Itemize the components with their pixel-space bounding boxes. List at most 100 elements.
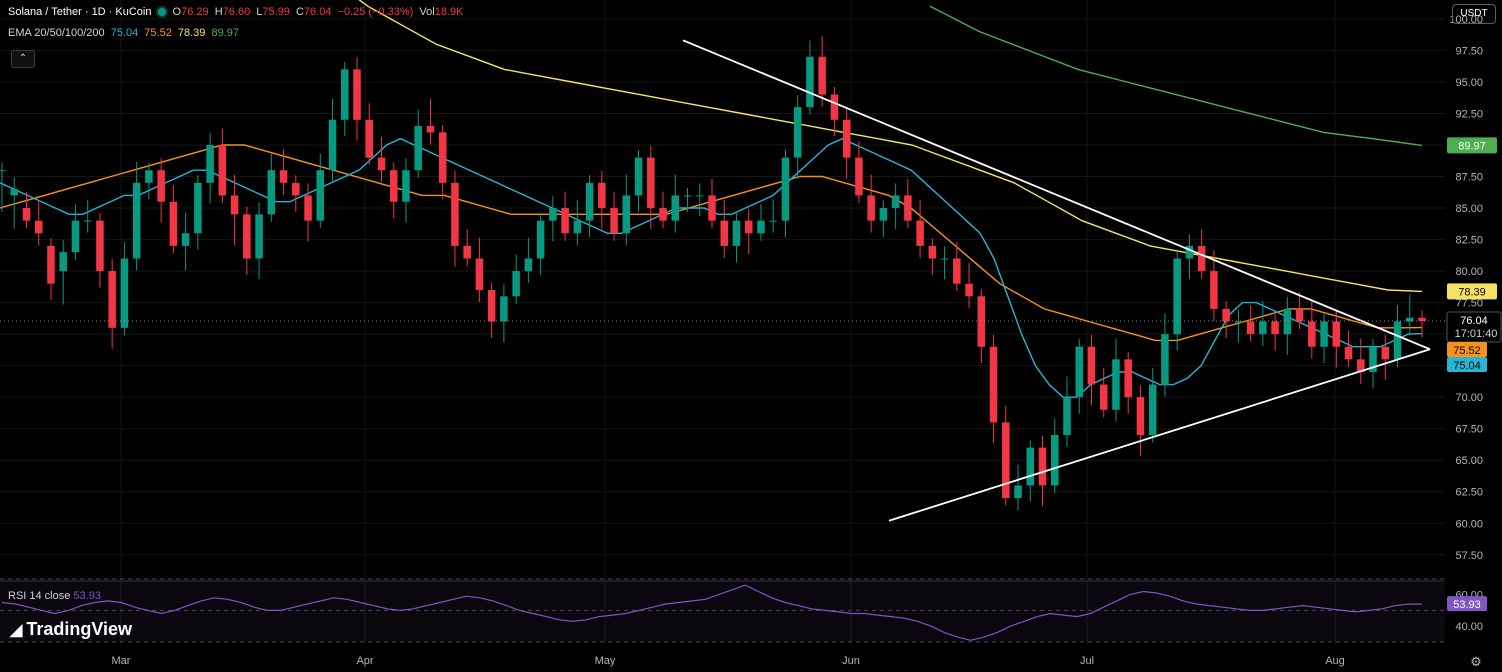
volume-label: Vol bbox=[419, 6, 435, 18]
price-tick-label: 87.50 bbox=[1455, 172, 1483, 184]
low-value: 75.99 bbox=[262, 6, 290, 18]
open-label: O bbox=[172, 6, 182, 18]
candle-body bbox=[1332, 321, 1341, 347]
candle-body bbox=[830, 94, 839, 120]
price-tick-label: 82.50 bbox=[1455, 235, 1483, 247]
candle-body bbox=[451, 182, 459, 246]
candle-body bbox=[1381, 346, 1390, 360]
chart-grid bbox=[0, 0, 1445, 645]
change-value: −0.25 (−0.33%) bbox=[337, 6, 414, 18]
candle-body bbox=[1234, 321, 1243, 323]
candle-body bbox=[683, 195, 692, 197]
candle-body bbox=[1344, 346, 1353, 360]
candle-body bbox=[647, 157, 655, 209]
candle-body bbox=[549, 208, 557, 221]
candle-body bbox=[96, 220, 104, 272]
candle-body bbox=[463, 245, 471, 259]
candle-body bbox=[561, 208, 569, 234]
candle-body bbox=[1271, 321, 1279, 335]
time-axis[interactable]: Mar Apr May Jun Jul Aug ⚙ bbox=[112, 654, 1482, 669]
logo-text: TradingView bbox=[26, 619, 133, 639]
low-label: L bbox=[256, 6, 263, 18]
candle-body bbox=[1246, 321, 1255, 335]
candle-body bbox=[0, 170, 6, 172]
candle-body bbox=[1161, 334, 1169, 385]
candle-body bbox=[977, 296, 986, 347]
candle-body bbox=[953, 258, 961, 284]
candle-body bbox=[1369, 346, 1377, 372]
candle-body bbox=[1026, 447, 1035, 486]
gear-icon: ⚙ bbox=[1470, 654, 1482, 669]
price-tick-label: 65.00 bbox=[1455, 455, 1483, 467]
rsi-value: 53.93 bbox=[73, 590, 101, 602]
candle-body bbox=[585, 182, 594, 221]
currency-button[interactable]: USDT bbox=[1452, 4, 1496, 24]
last-price-tag: 76.04 bbox=[1460, 315, 1488, 327]
candle-body bbox=[634, 157, 643, 196]
price-tick-label: 80.00 bbox=[1455, 266, 1483, 278]
ema200-tag-bg bbox=[1447, 137, 1497, 154]
candle-body bbox=[438, 132, 447, 183]
candle-body bbox=[414, 126, 422, 171]
candle-body bbox=[243, 214, 251, 259]
candle-body bbox=[867, 195, 875, 221]
candle-body bbox=[194, 182, 202, 234]
tradingview-logo[interactable]: ◢ TradingView bbox=[10, 619, 132, 640]
symbol-legend[interactable]: Solana / Tether · 1D · KuCoin O76.29 H76… bbox=[8, 6, 466, 18]
candle-body bbox=[1197, 245, 1206, 272]
candle-body bbox=[573, 220, 582, 234]
candle-body bbox=[1418, 317, 1426, 322]
candle-body bbox=[230, 195, 239, 215]
ema200-tag: 89.97 bbox=[1458, 140, 1486, 152]
ema100-tag: 78.39 bbox=[1458, 286, 1486, 298]
ema100-line bbox=[358, 0, 1423, 293]
symbol-title: Solana / Tether · 1D · KuCoin bbox=[8, 6, 152, 18]
time-tick-label: Jun bbox=[842, 655, 860, 667]
candle-body bbox=[10, 189, 19, 196]
time-tick-label: Apr bbox=[356, 655, 373, 667]
candle-body bbox=[108, 271, 116, 328]
candle-body bbox=[1357, 359, 1365, 372]
candle-body bbox=[1173, 258, 1181, 335]
price-tick-label: 77.50 bbox=[1455, 298, 1483, 310]
ema200-line bbox=[929, 5, 1423, 147]
candle-body bbox=[1099, 384, 1108, 410]
candle-body bbox=[487, 290, 496, 322]
open-value: 76.29 bbox=[181, 6, 209, 18]
price-tick-label: 57.50 bbox=[1455, 550, 1483, 562]
upper-trendline bbox=[682, 39, 1431, 351]
rsi-line bbox=[1, 584, 1423, 641]
candle-body bbox=[695, 195, 704, 197]
price-tick-label: 67.50 bbox=[1455, 424, 1483, 436]
candle-body bbox=[904, 195, 912, 221]
tradingview-logo-icon: ◢ bbox=[10, 622, 23, 639]
ema100-tag-bg bbox=[1447, 283, 1497, 300]
high-value: 76.60 bbox=[222, 6, 251, 18]
candle-body bbox=[744, 220, 753, 234]
candle-body bbox=[426, 126, 435, 133]
candle-body bbox=[59, 252, 67, 272]
candle-body bbox=[1075, 346, 1084, 398]
candle-body bbox=[1320, 321, 1328, 347]
time-tick-label: Jul bbox=[1080, 655, 1094, 667]
ema-legend[interactable]: EMA 20/50/100/200 75.04 75.52 78.39 89.9… bbox=[8, 27, 242, 39]
candle-body bbox=[1038, 447, 1047, 486]
candle-body bbox=[793, 107, 802, 158]
candle-body bbox=[377, 157, 386, 171]
collapse-legend-button[interactable]: ⌃ bbox=[11, 50, 35, 68]
candle-body bbox=[145, 170, 153, 183]
candle-body bbox=[818, 56, 826, 95]
candle-body bbox=[1002, 422, 1010, 499]
rsi-legend[interactable]: RSI 14 close 53.93 bbox=[8, 590, 101, 602]
time-tick-label: Mar bbox=[112, 655, 131, 667]
candle-body bbox=[879, 208, 888, 221]
candle-body bbox=[671, 195, 680, 221]
time-tick-label: May bbox=[595, 655, 616, 667]
rsi-tick-label: 40.00 bbox=[1455, 621, 1483, 633]
candle-body bbox=[1283, 308, 1292, 335]
candle-body bbox=[1210, 271, 1218, 309]
candle-body bbox=[304, 195, 312, 221]
